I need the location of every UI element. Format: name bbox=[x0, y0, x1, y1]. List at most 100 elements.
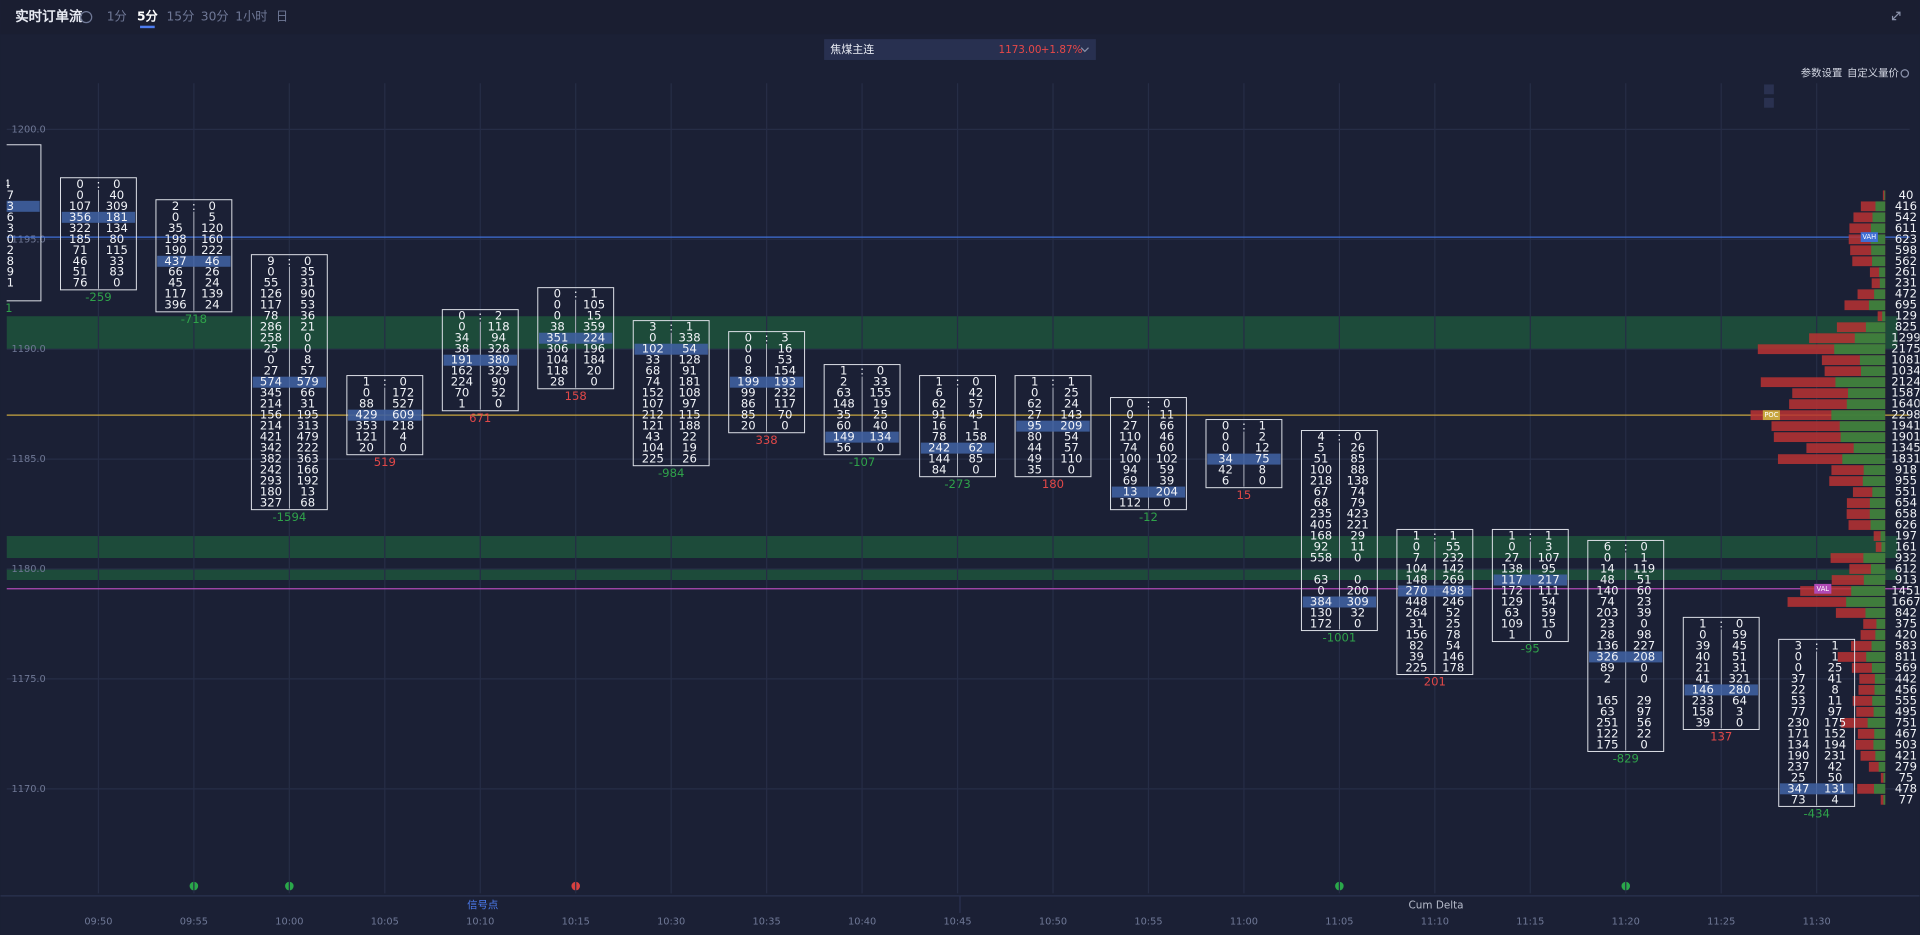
bid-cell: 342 bbox=[260, 441, 282, 455]
ticker-change: +1.87% bbox=[1041, 44, 1083, 56]
signals-label[interactable]: 信号点 bbox=[467, 900, 498, 912]
profile-label: 2124 bbox=[1891, 375, 1920, 389]
ask-cell: 423 bbox=[1347, 507, 1369, 521]
bid-cell: 104 bbox=[546, 353, 568, 367]
bid-cell: 129 bbox=[1501, 594, 1523, 608]
x-tick-label: 10:00 bbox=[275, 917, 303, 928]
profile-label: 542 bbox=[1895, 210, 1917, 224]
ask-cell: 8 bbox=[304, 353, 311, 367]
ask-cell: 293 bbox=[0, 221, 14, 235]
bid-cell: 100 bbox=[1119, 452, 1141, 466]
bid-cell: 25 bbox=[1791, 770, 1806, 784]
delta-label: 338 bbox=[756, 433, 778, 447]
max-row-highlight bbox=[252, 376, 327, 388]
ask-cell: 52 bbox=[1446, 605, 1461, 619]
tab[interactable]: 日 bbox=[276, 10, 288, 24]
profile-label: 932 bbox=[1895, 551, 1917, 565]
delta-label: -273 bbox=[944, 477, 970, 491]
bid-cell: 43 bbox=[645, 430, 660, 444]
scroll-down[interactable] bbox=[1764, 97, 1774, 108]
ask-cell: 24 bbox=[205, 276, 220, 290]
ticker-name: 焦煤主连 bbox=[830, 43, 874, 56]
profile-bar-green bbox=[1874, 674, 1886, 684]
bid-cell: 100 bbox=[1310, 463, 1332, 477]
ask-cell: 19 bbox=[682, 441, 697, 455]
ask-cell: 227 bbox=[1633, 638, 1655, 652]
settings-button[interactable]: 参数设置 bbox=[1801, 66, 1843, 79]
cum-delta-label[interactable]: Cum Delta bbox=[1409, 900, 1464, 912]
delta-label: -718 bbox=[181, 312, 207, 326]
column-box bbox=[537, 287, 615, 390]
bid-cell: 0 bbox=[172, 210, 179, 224]
profile-bar bbox=[1830, 553, 1886, 563]
profile-label: 1831 bbox=[1891, 452, 1920, 466]
bid-cell: 62 bbox=[1027, 397, 1042, 411]
bid-cell: 0 bbox=[1222, 441, 1229, 455]
help-icon[interactable] bbox=[80, 11, 93, 24]
ask-cell: 13 bbox=[300, 485, 315, 499]
count-sep: : bbox=[1051, 375, 1055, 389]
profile-label: 472 bbox=[1895, 287, 1917, 301]
bid-cell: 152 bbox=[642, 386, 664, 400]
ask-cell: 143 bbox=[1060, 408, 1082, 422]
x-tick-label: 10:15 bbox=[562, 917, 590, 928]
bid-cell: 94 bbox=[1123, 463, 1138, 477]
bid-cell: 20 bbox=[359, 441, 374, 455]
ask-cell: 25 bbox=[1064, 386, 1079, 400]
column-box bbox=[1300, 430, 1378, 632]
bid-cell: 46 bbox=[73, 254, 88, 268]
tab[interactable]: 1小时 bbox=[235, 10, 267, 24]
expand-icon[interactable] bbox=[1891, 11, 1901, 21]
bid-cell: 45 bbox=[168, 276, 183, 290]
bid-cell: 0 bbox=[1317, 583, 1324, 597]
custom-button[interactable]: 自定义量价 bbox=[1847, 66, 1900, 79]
level-tag bbox=[1860, 232, 1878, 242]
column-box bbox=[823, 364, 901, 456]
count-buy: 1 bbox=[1699, 616, 1706, 630]
delta-label: -91 bbox=[0, 301, 12, 315]
bid-cell: 33 bbox=[645, 353, 660, 367]
ask-cell: 231 bbox=[1824, 748, 1846, 762]
profile-bar bbox=[1771, 421, 1886, 432]
column-box bbox=[1491, 528, 1569, 643]
x-tick-label: 10:30 bbox=[657, 917, 685, 928]
count-sell: 0 bbox=[113, 177, 120, 191]
tab[interactable]: 30分 bbox=[201, 10, 229, 24]
ticker-box[interactable] bbox=[824, 39, 1096, 60]
bid-cell: 0 bbox=[554, 298, 561, 312]
count-sep: : bbox=[192, 199, 196, 213]
count-sell: 2 bbox=[495, 309, 502, 323]
y-tick-label: 1180.0 bbox=[12, 564, 46, 575]
bid-cell: 71 bbox=[73, 243, 88, 257]
ask-cell: 329 bbox=[488, 364, 510, 378]
scroll-up[interactable] bbox=[1764, 84, 1774, 95]
tab[interactable]: 1分 bbox=[107, 10, 127, 24]
bid-cell: 86 bbox=[741, 397, 756, 411]
ask-cell: 25 bbox=[1828, 660, 1843, 674]
ask-cell: 26 bbox=[1350, 441, 1365, 455]
ask-cell: 31 bbox=[300, 397, 315, 411]
ask-cell: 0 bbox=[1354, 551, 1361, 565]
ask-cell: 26 bbox=[205, 265, 220, 279]
ask-cell: 57 bbox=[969, 397, 984, 411]
bid-cell: 0 bbox=[363, 386, 370, 400]
ask-cell: 498 bbox=[1442, 583, 1464, 597]
ask-cell: 138 bbox=[1347, 474, 1369, 488]
tab-active[interactable]: 5分 bbox=[137, 9, 159, 24]
max-row-highlight bbox=[348, 409, 422, 421]
count-sell: 0 bbox=[877, 364, 884, 378]
ask-cell: 0 bbox=[972, 463, 979, 477]
max-row-highlight bbox=[729, 376, 804, 388]
count-sep: : bbox=[1337, 430, 1341, 444]
tab[interactable]: 15分 bbox=[167, 10, 195, 24]
count-sep: : bbox=[1528, 529, 1532, 543]
column-box bbox=[1014, 375, 1092, 478]
profile-bar bbox=[1809, 333, 1886, 344]
ask-cell: 4 bbox=[399, 430, 406, 444]
ask-cell: 321 bbox=[1728, 671, 1750, 685]
ask-cell: 0 bbox=[1163, 496, 1170, 510]
bid-cell: 0 bbox=[1508, 540, 1515, 554]
bid-cell: 0 bbox=[1699, 627, 1706, 641]
ask-cell: 29 bbox=[1350, 529, 1365, 543]
ask-cell: 0 bbox=[0, 155, 7, 169]
